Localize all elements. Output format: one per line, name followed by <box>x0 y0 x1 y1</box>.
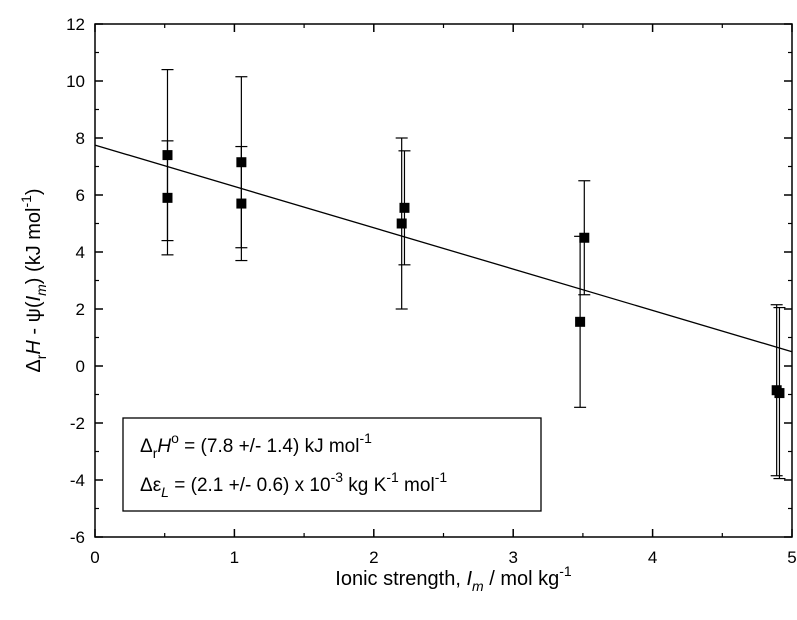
y-tick-label: 12 <box>66 15 85 34</box>
x-tick-label: 2 <box>369 548 378 567</box>
data-point <box>162 192 173 203</box>
y-tick-label: 8 <box>76 129 85 148</box>
data-point <box>396 218 407 229</box>
y-tick-label: -2 <box>70 414 85 433</box>
annotation-box: ΔrHo = (7.8 +/- 1.4) kJ mol-1 ΔεL = (2.1 … <box>122 417 542 512</box>
y-tick-label: -6 <box>70 528 85 547</box>
x-tick-label: 3 <box>508 548 517 567</box>
y-axis-label: ΔrH - ψ(Im) (kJ mol-1) <box>18 188 49 372</box>
x-tick-label: 1 <box>230 548 239 567</box>
annotation-frame <box>122 417 542 512</box>
x-tick-label: 4 <box>648 548 657 567</box>
data-point <box>236 198 247 209</box>
y-tick-label: -4 <box>70 471 85 490</box>
annotation-line-1: ΔrHo = (7.8 +/- 1.4) kJ mol-1 <box>140 430 372 461</box>
y-tick-label: 0 <box>76 357 85 376</box>
data-point <box>774 388 785 399</box>
y-tick-label: 10 <box>66 72 85 91</box>
annotation-line-2: ΔεL = (2.1 +/- 0.6) x 10-3 kg K-1 mol-1 <box>140 469 447 500</box>
y-tick-label: 6 <box>76 186 85 205</box>
y-axis-title: ΔrH - ψ(Im) (kJ mol-1) <box>18 188 49 372</box>
x-tick-label: 5 <box>787 548 796 567</box>
data-point <box>575 316 586 327</box>
x-axis-label: Ionic strength, Im / mol kg-1 <box>335 563 572 594</box>
x-tick-label: 0 <box>90 548 99 567</box>
data-point <box>399 202 410 213</box>
y-tick-label: 4 <box>76 243 85 262</box>
y-tick-label: 2 <box>76 300 85 319</box>
data-point <box>236 157 247 168</box>
data-point <box>162 150 173 161</box>
fit-line <box>94 144 793 353</box>
data-point <box>579 232 590 243</box>
x-axis-title: Ionic strength, Im / mol kg-1 <box>335 563 572 594</box>
